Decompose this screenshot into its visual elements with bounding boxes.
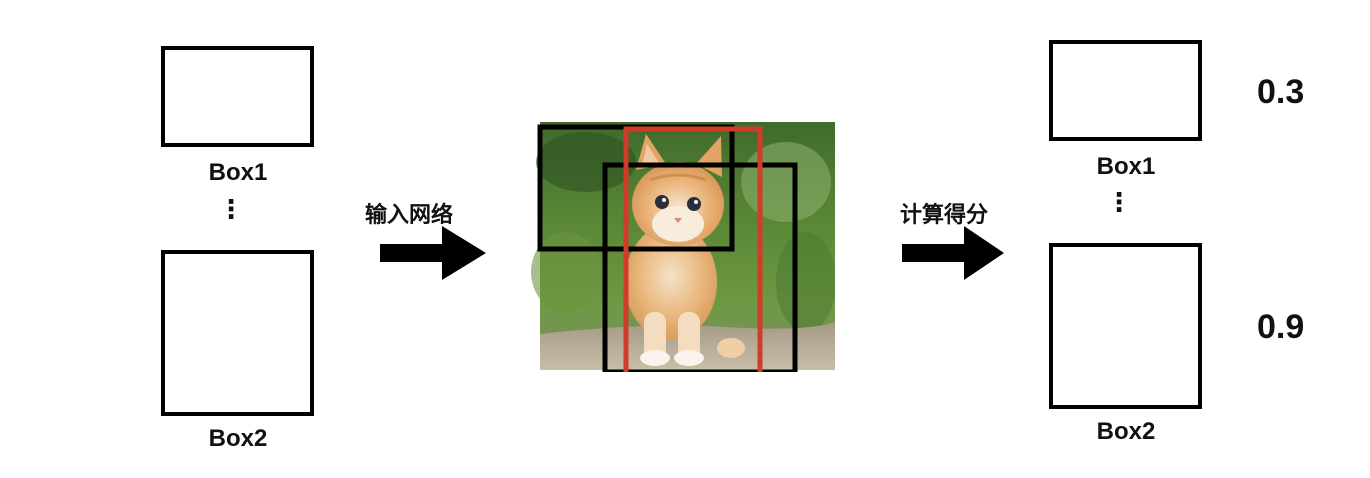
output-box-2-label: Box2 <box>1096 418 1156 445</box>
input-box-1 <box>161 46 314 147</box>
input-ellipsis: ⋮ <box>218 194 244 224</box>
output-box-1 <box>1049 40 1202 141</box>
kitten-photo <box>531 122 835 372</box>
output-box-2 <box>1049 243 1202 409</box>
input-box-2 <box>161 250 314 416</box>
arrow-right-icon <box>902 226 1004 280</box>
input-box-2-label: Box2 <box>208 425 268 452</box>
output-box-1-label: Box1 <box>1096 153 1156 180</box>
score-box-2: 0.9 <box>1257 308 1305 346</box>
score-box-1: 0.3 <box>1257 73 1305 111</box>
compute-score-label: 计算得分 <box>900 203 989 228</box>
arrow-right-icon <box>380 226 486 280</box>
output-ellipsis: ⋮ <box>1106 187 1132 217</box>
input-network-label: 输入网络 <box>365 203 454 228</box>
input-box-1-label: Box1 <box>208 159 268 186</box>
